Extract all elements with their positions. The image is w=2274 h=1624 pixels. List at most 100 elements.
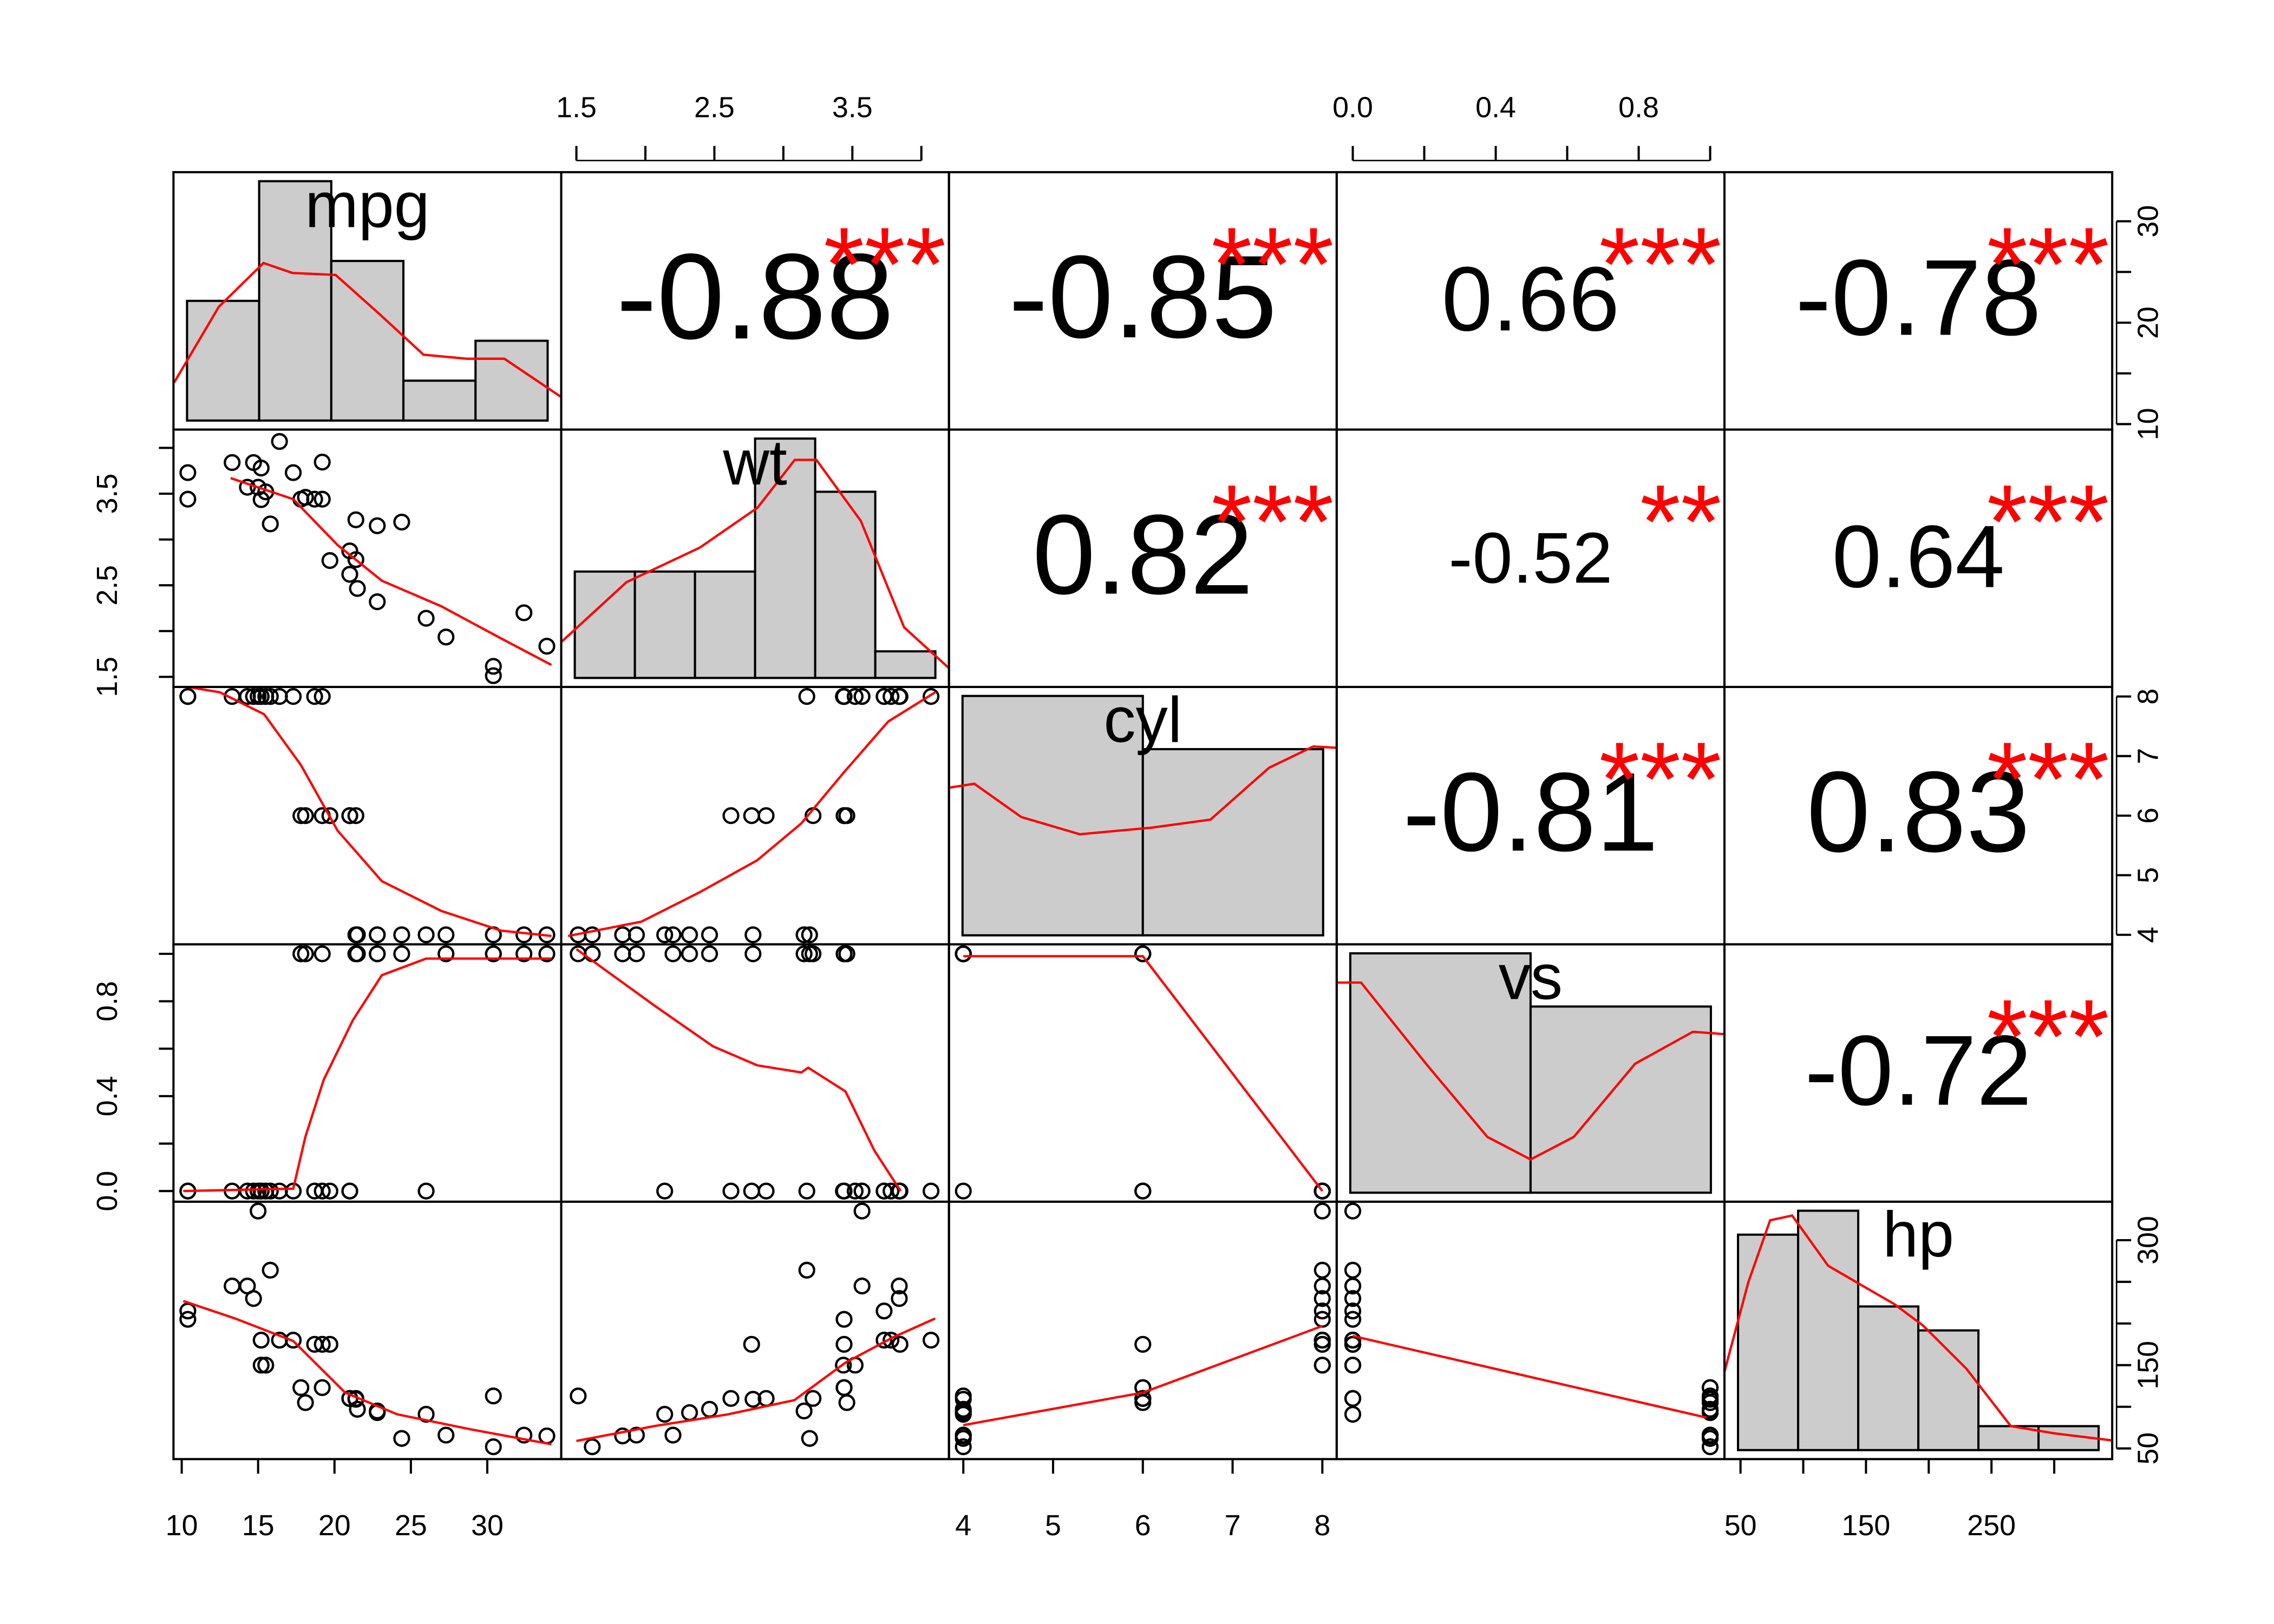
panel: [570, 945, 940, 1200]
tick-label: 20: [2132, 306, 2164, 339]
histogram-bar: [402, 379, 477, 422]
variable-name: mpg: [305, 169, 429, 241]
panel: [570, 1202, 940, 1456]
tick-label: 3.5: [91, 474, 123, 514]
point: [922, 1182, 940, 1200]
smooth-line: [576, 948, 902, 1192]
point: [722, 1390, 740, 1407]
point: [347, 807, 364, 824]
smooth-line: [576, 1317, 936, 1442]
tick-label: 4: [955, 1509, 971, 1542]
correlation-value: -0.72: [1805, 1015, 2032, 1127]
point: [743, 807, 760, 824]
point: [297, 807, 314, 824]
point: [1344, 1311, 1362, 1328]
correlation-value: 0.64: [1832, 507, 2005, 606]
point: [179, 687, 197, 705]
point: [393, 926, 410, 944]
smooth-line: [963, 1325, 1323, 1426]
tick-label: 150: [1842, 1509, 1891, 1542]
point: [262, 1261, 279, 1279]
point: [798, 687, 815, 705]
point: [722, 1182, 740, 1200]
point: [891, 1290, 908, 1307]
point: [321, 1182, 338, 1200]
point: [801, 945, 818, 962]
panel: [1724, 1209, 2113, 1451]
tick-label: 7: [2132, 748, 2164, 764]
tick-label: 5: [1045, 1509, 1061, 1542]
significance-stars: ***: [1987, 721, 2109, 838]
point: [853, 1182, 871, 1200]
panel: [955, 945, 1331, 1200]
histogram-bar: [1141, 748, 1324, 937]
tick-label: 0.4: [1475, 91, 1516, 124]
point: [1134, 1182, 1152, 1200]
point: [955, 1438, 972, 1456]
point: [369, 517, 386, 534]
histogram-bar: [1349, 952, 1532, 1194]
point: [250, 687, 267, 705]
point: [795, 945, 813, 962]
point: [257, 687, 275, 705]
smooth-line: [183, 957, 552, 1193]
tick-label: 1.5: [91, 657, 123, 697]
point: [245, 687, 262, 705]
point: [245, 454, 262, 472]
point: [955, 1400, 972, 1418]
point: [1344, 1405, 1362, 1423]
point: [1134, 1335, 1152, 1353]
significance-stars: ***: [1599, 721, 1721, 838]
point: [437, 926, 455, 944]
tick-label: 300: [2132, 1216, 2164, 1265]
point: [835, 945, 853, 962]
variable-name: hp: [1883, 1199, 1954, 1271]
point: [538, 638, 556, 655]
histogram-bar: [961, 695, 1144, 937]
point: [485, 1438, 502, 1456]
tick-label: 8: [1314, 1509, 1330, 1542]
point: [250, 1202, 267, 1220]
variable-name: cyl: [1103, 684, 1182, 756]
correlation-value: -0.52: [1448, 518, 1612, 598]
correlation-value: 0.82: [1033, 492, 1253, 618]
tick-label: 6: [2132, 808, 2164, 824]
correlation-value: 0.66: [1442, 247, 1620, 350]
point: [515, 604, 533, 621]
point: [570, 945, 587, 962]
point: [955, 1391, 972, 1408]
point: [515, 1426, 533, 1444]
tick-label: 3.5: [832, 91, 873, 124]
point: [224, 1278, 241, 1295]
point: [656, 1182, 674, 1200]
point: [875, 1332, 893, 1349]
tick-label: 10: [2132, 408, 2164, 440]
point: [798, 1261, 815, 1279]
significance-stars: ***: [1987, 463, 2109, 580]
histogram-bar: [874, 650, 937, 679]
point: [584, 1438, 601, 1456]
significance-stars: ***: [1599, 206, 1721, 323]
histogram-bar: [186, 299, 260, 422]
panel: [179, 945, 556, 1200]
point: [313, 687, 331, 705]
point: [701, 926, 718, 944]
point: [883, 1332, 900, 1349]
significance-stars: ***: [1987, 206, 2109, 323]
point: [179, 490, 197, 508]
point: [835, 687, 852, 705]
tick-label: 15: [242, 1509, 275, 1542]
point: [664, 1426, 682, 1444]
point: [257, 1182, 275, 1200]
point: [341, 1182, 358, 1200]
histogram-bar: [1857, 1305, 1920, 1451]
point: [1344, 1278, 1362, 1295]
point: [1314, 1335, 1331, 1353]
point: [922, 1332, 940, 1349]
point: [853, 1202, 871, 1220]
point: [801, 1430, 818, 1447]
point: [743, 1182, 760, 1200]
point: [1344, 1357, 1362, 1374]
significance-stars: ***: [1211, 463, 1334, 580]
